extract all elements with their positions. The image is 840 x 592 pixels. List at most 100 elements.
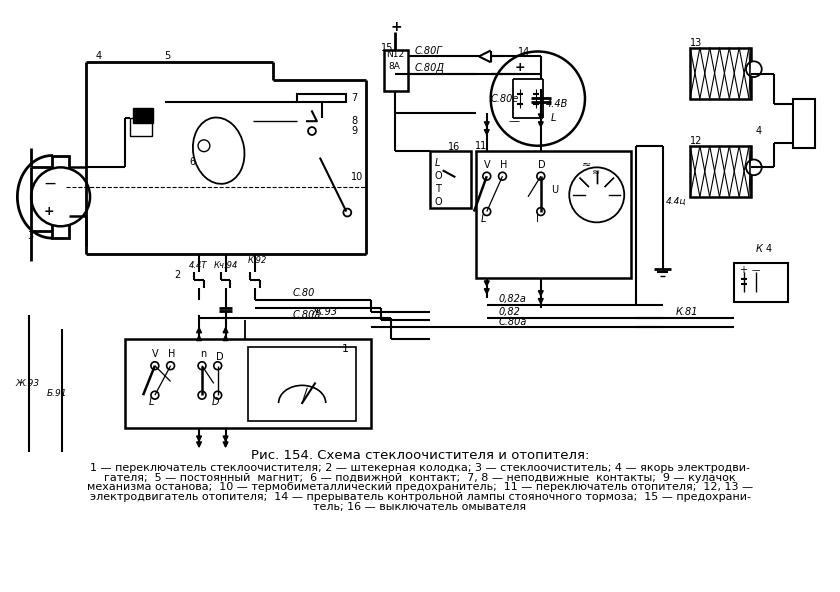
Text: Кч.94: Кч.94 — [214, 261, 239, 270]
Text: 10: 10 — [351, 172, 364, 182]
Circle shape — [483, 208, 491, 215]
Text: 13: 13 — [690, 38, 702, 47]
Bar — [690, 47, 751, 99]
Text: +: + — [44, 205, 55, 218]
Text: С.80е: С.80е — [491, 94, 519, 104]
Text: Ж.93: Ж.93 — [312, 307, 339, 317]
Text: Б.91: Б.91 — [47, 389, 67, 398]
Bar — [125, 339, 371, 427]
Text: 4.4В: 4.4В — [546, 98, 568, 108]
Text: 11: 11 — [475, 141, 487, 151]
Circle shape — [746, 159, 762, 175]
Text: +: + — [391, 20, 402, 34]
Bar — [734, 263, 788, 302]
Bar — [134, 108, 153, 123]
Circle shape — [214, 391, 222, 399]
Text: 4: 4 — [756, 126, 762, 136]
Bar — [297, 94, 346, 102]
Text: —: — — [508, 116, 519, 126]
Text: T: T — [435, 184, 441, 194]
Bar — [690, 146, 751, 197]
Text: 8А: 8А — [389, 62, 401, 70]
Text: О: О — [435, 197, 443, 207]
Text: 4.4ц: 4.4ц — [665, 197, 686, 206]
Text: 7: 7 — [351, 92, 358, 102]
Text: 5: 5 — [165, 52, 171, 62]
Text: H: H — [500, 160, 507, 170]
Text: К.92: К.92 — [248, 256, 267, 265]
Circle shape — [570, 168, 624, 223]
Circle shape — [344, 208, 351, 217]
Text: 0,82а: 0,82а — [499, 294, 527, 304]
Text: +: + — [739, 265, 747, 275]
Text: тель; 16 — выключатель омывателя: тель; 16 — выключатель омывателя — [313, 502, 527, 512]
Text: V: V — [484, 160, 491, 170]
Text: О: О — [435, 171, 443, 181]
Circle shape — [198, 140, 210, 152]
Text: С.80а: С.80а — [499, 317, 527, 327]
Text: N12: N12 — [386, 50, 405, 59]
Text: электродвигатель отопителя;  14 — прерыватель контрольной лампы стояночного торм: электродвигатель отопителя; 14 — прерыва… — [90, 493, 750, 502]
Text: V: V — [152, 349, 159, 359]
Circle shape — [537, 172, 544, 180]
Circle shape — [198, 391, 206, 399]
Text: С.80а: С.80а — [292, 310, 321, 320]
Text: 1 — переключатель стеклоочистителя; 2 — штекерная колодка; 3 — стеклоочиститель;: 1 — переключатель стеклоочистителя; 2 — … — [90, 463, 750, 473]
Bar — [52, 156, 70, 238]
Bar — [130, 118, 152, 136]
Circle shape — [214, 362, 222, 369]
Text: 6: 6 — [189, 157, 196, 168]
Text: 3: 3 — [27, 231, 34, 241]
Circle shape — [151, 362, 159, 369]
Text: 4: 4 — [766, 244, 772, 254]
Circle shape — [151, 391, 159, 399]
Circle shape — [483, 172, 491, 180]
Text: К.81: К.81 — [675, 307, 698, 317]
Text: Ж.93: Ж.93 — [15, 379, 39, 388]
Text: К: К — [756, 244, 763, 254]
Text: гателя;  5 — постоянный  магнит;  6 — подвижной  контакт;  7, 8 — неподвижные  к: гателя; 5 — постоянный магнит; 6 — подви… — [104, 472, 736, 482]
Text: 0,82: 0,82 — [499, 307, 521, 317]
Bar — [248, 347, 356, 421]
Bar — [476, 151, 631, 278]
Text: —: — — [752, 266, 760, 275]
Text: 1: 1 — [341, 344, 349, 354]
Text: D: D — [216, 352, 223, 362]
Circle shape — [746, 62, 762, 77]
Text: L: L — [149, 397, 155, 407]
Text: 14: 14 — [518, 47, 530, 57]
Circle shape — [537, 208, 544, 215]
Text: L: L — [435, 159, 440, 169]
Text: D: D — [212, 397, 219, 407]
Text: L: L — [550, 113, 556, 123]
Text: механизма останова;  10 — термобиметаллический предохранитель;  11 — переключате: механизма останова; 10 — термобиметаллич… — [87, 482, 753, 493]
Text: —: — — [44, 179, 55, 189]
Circle shape — [308, 127, 316, 135]
Bar — [384, 50, 408, 91]
Text: Рис. 154. Схема стеклоочистителя и отопителя:: Рис. 154. Схема стеклоочистителя и отопи… — [251, 449, 589, 462]
Text: 4.4Т: 4.4Т — [189, 261, 207, 270]
Circle shape — [491, 52, 585, 146]
Text: 8: 8 — [351, 116, 357, 126]
Text: 15: 15 — [381, 43, 393, 53]
Bar — [430, 151, 471, 208]
Text: С.80: С.80 — [292, 288, 315, 298]
Text: I: I — [536, 214, 538, 224]
Text: U: U — [552, 185, 559, 195]
Text: D: D — [538, 160, 545, 170]
Text: H: H — [168, 349, 175, 359]
Text: n: n — [200, 349, 207, 359]
Ellipse shape — [193, 117, 244, 184]
Text: 16: 16 — [448, 141, 459, 152]
Circle shape — [166, 362, 175, 369]
Text: 2: 2 — [175, 271, 181, 281]
Text: С.80Д: С.80Д — [415, 63, 445, 73]
Text: ≈: ≈ — [582, 159, 591, 169]
Text: +: + — [514, 61, 525, 73]
Bar — [793, 99, 815, 148]
Text: 4: 4 — [96, 52, 102, 62]
Circle shape — [499, 172, 507, 180]
Circle shape — [31, 168, 90, 226]
Text: 9: 9 — [351, 126, 357, 136]
Text: 12: 12 — [690, 136, 702, 146]
